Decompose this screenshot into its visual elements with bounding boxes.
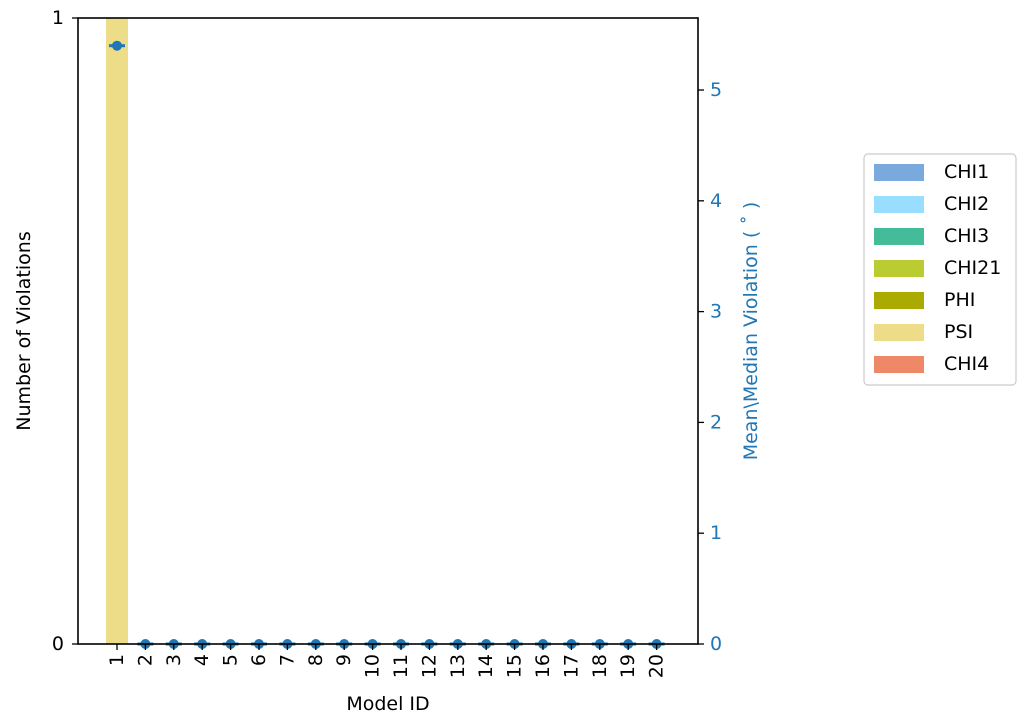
x-tick-label: 9: [333, 654, 355, 666]
legend-swatch-chi21: [874, 260, 924, 277]
x-tick-label: 1: [106, 654, 128, 666]
x-tick-label: 11: [390, 654, 412, 678]
x-axis-label: Model ID: [346, 693, 429, 714]
x-tick-label: 19: [617, 654, 639, 678]
right-y-tick-label: 1: [710, 522, 722, 544]
legend-swatch-phi: [874, 292, 924, 309]
legend: CHI1 CHI2 CHI3 CHI21 PHI PSI CHI4: [863, 153, 1017, 386]
x-axis-ticks: 1 2 3 4 5 6 7 8 9 10 11 12 13 14 15 16 17 18 19 20: [106, 644, 668, 678]
bars-layer: [106, 18, 128, 644]
right-y-tick-label: 0: [710, 633, 722, 655]
x-tick-label: 15: [504, 654, 526, 678]
legend-swatch-chi4: [874, 356, 924, 373]
legend-label-chi1: CHI1: [944, 161, 989, 183]
legend-label-chi2: CHI2: [944, 193, 989, 215]
x-tick-label: 3: [163, 654, 185, 666]
x-tick-label: 12: [418, 654, 440, 678]
mean-violation-marker-1: [112, 40, 122, 51]
mean-violation-points: [109, 40, 665, 649]
x-tick-label: 18: [589, 654, 611, 678]
x-tick-label: 20: [646, 654, 668, 678]
bar-psi-model-1: [106, 18, 128, 644]
x-tick-label: 2: [134, 654, 156, 666]
legend-swatch-chi2: [874, 196, 924, 213]
right-y-axis-ticks: 0 1 2 3 4 5: [698, 79, 722, 655]
legend-label-psi: PSI: [944, 321, 973, 343]
x-tick-label: 4: [191, 654, 213, 666]
x-tick-label: 13: [447, 654, 469, 678]
legend-swatch-psi: [874, 324, 924, 341]
x-tick-label: 6: [248, 654, 270, 666]
left-y-axis-ticks: 01: [52, 7, 78, 655]
right-y-tick-label: 5: [710, 79, 722, 101]
legend-swatch-chi3: [874, 228, 924, 245]
right-y-tick-label: 4: [710, 190, 722, 212]
legend-label-chi3: CHI3: [944, 225, 989, 247]
left-y-tick-label: 0: [52, 633, 64, 655]
x-tick-label: 16: [532, 654, 554, 678]
legend-label-chi21: CHI21: [944, 257, 1001, 279]
legend-label-chi4: CHI4: [944, 353, 989, 375]
x-tick-label: 5: [220, 654, 242, 666]
x-tick-label: 10: [362, 654, 384, 678]
legend-label-phi: PHI: [944, 289, 975, 311]
x-tick-label: 7: [276, 654, 298, 666]
x-tick-label: 17: [560, 654, 582, 678]
right-y-tick-label: 2: [710, 411, 722, 433]
legend-swatch-chi1: [874, 164, 924, 181]
right-y-axis-label: Mean\Median Violation ( ˚ ): [740, 202, 762, 461]
x-tick-label: 8: [305, 654, 327, 666]
left-y-axis-label: Number of Violations: [13, 231, 35, 430]
right-y-tick-label: 3: [710, 301, 722, 323]
left-y-tick-label: 1: [52, 7, 64, 29]
plot-frame: [77, 17, 699, 645]
x-tick-label: 14: [475, 654, 497, 678]
